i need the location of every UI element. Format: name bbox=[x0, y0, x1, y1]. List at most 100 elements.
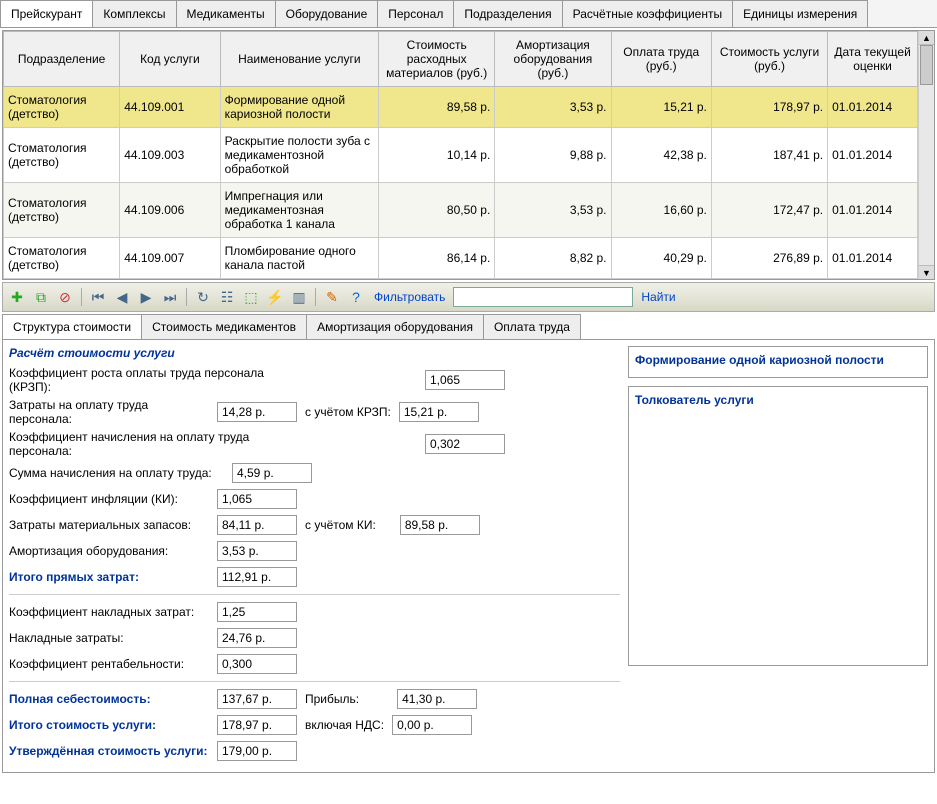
direct-total-input[interactable] bbox=[217, 567, 297, 587]
export-icon[interactable]: ⬚ bbox=[241, 287, 261, 307]
table-row[interactable]: Стоматология (детство)44.109.001Формиров… bbox=[4, 87, 918, 128]
toolbar-separator bbox=[81, 288, 82, 306]
grid-header-6[interactable]: Стоимость услуги (руб.) bbox=[711, 32, 827, 87]
main-tab-7[interactable]: Единицы измерения bbox=[732, 0, 868, 27]
copy-icon[interactable]: ⧉ bbox=[31, 287, 51, 307]
main-tab-6[interactable]: Расчётные коэффициенты bbox=[562, 0, 733, 27]
toolbar-separator bbox=[186, 288, 187, 306]
full-cost-label: Полная себестоимость: bbox=[9, 692, 209, 706]
amort-input[interactable] bbox=[217, 541, 297, 561]
krzp-input[interactable] bbox=[425, 370, 505, 390]
labor-cost-label: Затраты на оплату труда персонала: bbox=[9, 398, 209, 426]
table-row[interactable]: Стоматология (детство)44.109.006Импрегна… bbox=[4, 183, 918, 238]
with-krzp-label: с учётом КРЗП: bbox=[305, 405, 391, 419]
refresh-icon[interactable]: ↻ bbox=[193, 287, 213, 307]
sub-tab-0[interactable]: Структура стоимости bbox=[2, 314, 142, 339]
with-krzp-input[interactable] bbox=[399, 402, 479, 422]
prev-icon[interactable]: ◀ bbox=[112, 287, 132, 307]
grid-cell: 80,50 р. bbox=[379, 183, 495, 238]
grid-header-5[interactable]: Оплата труда (руб.) bbox=[611, 32, 711, 87]
grid-scrollbar[interactable]: ▲ ▼ bbox=[918, 31, 934, 279]
with-ki-label: с учётом КИ: bbox=[305, 518, 376, 532]
accrual-sum-input[interactable] bbox=[232, 463, 312, 483]
sub-tab-1[interactable]: Стоимость медикаментов bbox=[141, 314, 307, 339]
grid-cell: Стоматология (детство) bbox=[4, 238, 120, 279]
accrual-sum-label: Сумма начисления на оплату труда: bbox=[9, 466, 224, 480]
grid-cell: 40,29 р. bbox=[611, 238, 711, 279]
grid-cell: 187,41 р. bbox=[711, 128, 827, 183]
grid-cell: 44.109.001 bbox=[120, 87, 220, 128]
find-link[interactable]: Найти bbox=[637, 290, 679, 304]
toolbar-separator bbox=[315, 288, 316, 306]
grid-cell: 01.01.2014 bbox=[828, 87, 918, 128]
help-icon[interactable]: ? bbox=[346, 287, 366, 307]
main-tab-4[interactable]: Персонал bbox=[377, 0, 454, 27]
scroll-thumb[interactable] bbox=[920, 45, 933, 85]
vat-label: включая НДС: bbox=[305, 718, 384, 732]
grid-header-2[interactable]: Наименование услуги bbox=[220, 32, 378, 87]
grid-cell: Формирование одной кариозной полости bbox=[220, 87, 378, 128]
grid-cell: Пломбирование одного канала пастой bbox=[220, 238, 378, 279]
grid-container: ПодразделениеКод услугиНаименование услу… bbox=[2, 30, 935, 280]
accrual-coef-input[interactable] bbox=[425, 434, 505, 454]
grid-cell: 42,38 р. bbox=[611, 128, 711, 183]
main-tab-5[interactable]: Подразделения bbox=[453, 0, 562, 27]
filter-input[interactable] bbox=[453, 287, 633, 307]
last-icon[interactable]: ⏭ bbox=[160, 287, 180, 307]
overhead-label: Накладные затраты: bbox=[9, 631, 209, 645]
accrual-coef-label: Коэффициент начисления на оплату труда п… bbox=[9, 430, 309, 458]
main-tab-0[interactable]: Прейскурант bbox=[0, 0, 93, 27]
table-row[interactable]: Стоматология (детство)44.109.003Раскрыти… bbox=[4, 128, 918, 183]
grid-cell: Импрегнация или медикаментозная обработк… bbox=[220, 183, 378, 238]
glossary-title: Толкователь услуги bbox=[635, 393, 921, 407]
cost-structure-form: Расчёт стоимости услуги Коэффициент рост… bbox=[9, 346, 620, 766]
grid-header-1[interactable]: Код услуги bbox=[120, 32, 220, 87]
with-ki-input[interactable] bbox=[400, 515, 480, 535]
delete-icon[interactable]: ⊘ bbox=[55, 287, 75, 307]
tool-icon[interactable]: ✎ bbox=[322, 287, 342, 307]
grid-cell: 8,82 р. bbox=[495, 238, 611, 279]
grid-header-7[interactable]: Дата текущей оценки bbox=[828, 32, 918, 87]
overhead-coef-input[interactable] bbox=[217, 602, 297, 622]
sub-tab-2[interactable]: Амортизация оборудования bbox=[306, 314, 484, 339]
first-icon[interactable]: ⏮ bbox=[88, 287, 108, 307]
full-cost-input[interactable] bbox=[217, 689, 297, 709]
scroll-down-icon[interactable]: ▼ bbox=[919, 265, 934, 279]
profit-coef-label: Коэффициент рентабельности: bbox=[9, 657, 209, 671]
ki-input[interactable] bbox=[217, 489, 297, 509]
grid-cell: 44.109.003 bbox=[120, 128, 220, 183]
grid-header-3[interactable]: Стоимость расходных материалов (руб.) bbox=[379, 32, 495, 87]
table-row[interactable]: Стоматология (детство)44.109.007Пломбиро… bbox=[4, 238, 918, 279]
main-tab-3[interactable]: Оборудование bbox=[275, 0, 379, 27]
grid-header-0[interactable]: Подразделение bbox=[4, 32, 120, 87]
next-icon[interactable]: ▶ bbox=[136, 287, 156, 307]
add-icon[interactable]: ✚ bbox=[7, 287, 27, 307]
services-grid: ПодразделениеКод услугиНаименование услу… bbox=[3, 31, 918, 279]
grid-cell: 01.01.2014 bbox=[828, 183, 918, 238]
main-tab-1[interactable]: Комплексы bbox=[92, 0, 176, 27]
service-total-input[interactable] bbox=[217, 715, 297, 735]
scroll-up-icon[interactable]: ▲ bbox=[919, 31, 934, 45]
grid-cell: Стоматология (детство) bbox=[4, 87, 120, 128]
ki-label: Коэффициент инфляции (КИ): bbox=[9, 492, 209, 506]
grid-cell: Раскрытие полости зуба с медикаментозной… bbox=[220, 128, 378, 183]
section-title: Расчёт стоимости услуги bbox=[9, 346, 620, 360]
main-tab-bar: ПрейскурантКомплексыМедикаментыОборудова… bbox=[0, 0, 937, 28]
approved-input[interactable] bbox=[217, 741, 297, 761]
detail-tab-bar: Структура стоимостиСтоимость медикаменто… bbox=[2, 314, 935, 340]
report-icon[interactable]: ▥ bbox=[289, 287, 309, 307]
profit-coef-input[interactable] bbox=[217, 654, 297, 674]
sub-tab-3[interactable]: Оплата труда bbox=[483, 314, 581, 339]
profit-input[interactable] bbox=[397, 689, 477, 709]
main-tab-2[interactable]: Медикаменты bbox=[176, 0, 276, 27]
grid-header-4[interactable]: Амортизация оборудования (руб.) bbox=[495, 32, 611, 87]
tree-icon[interactable]: ☷ bbox=[217, 287, 237, 307]
filter-label: Фильтровать bbox=[370, 290, 449, 304]
grid-cell: Стоматология (детство) bbox=[4, 128, 120, 183]
grid-cell: 178,97 р. bbox=[711, 87, 827, 128]
labor-cost-input[interactable] bbox=[217, 402, 297, 422]
mat-cost-input[interactable] bbox=[217, 515, 297, 535]
overhead-input[interactable] bbox=[217, 628, 297, 648]
chart-icon[interactable]: ⚡ bbox=[265, 287, 285, 307]
vat-input[interactable] bbox=[392, 715, 472, 735]
